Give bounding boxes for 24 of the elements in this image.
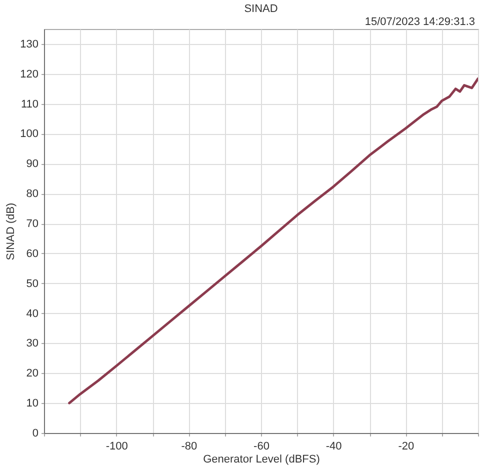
y-tick-label: 70 <box>26 218 38 230</box>
y-tick-label: 0 <box>32 428 38 440</box>
y-tick-label: 110 <box>20 98 38 110</box>
x-tick-label: -20 <box>398 440 414 452</box>
x-axis-title: Generator Level (dBFS) <box>203 454 320 466</box>
y-tick-label: 130 <box>20 38 38 50</box>
y-tick-label: 80 <box>26 188 38 200</box>
y-tick-label: 40 <box>26 308 38 320</box>
y-tick-label: 50 <box>26 278 38 290</box>
y-tick-label: 10 <box>26 398 38 410</box>
y-tick-label: 30 <box>26 338 38 350</box>
text: 15/07/2023 14:29:31.3 <box>364 16 475 28</box>
x-tick-label: -40 <box>326 440 342 452</box>
y-tick-label: 100 <box>20 128 38 140</box>
y-tick-label: 20 <box>26 368 38 380</box>
y-tick-label: 120 <box>20 68 38 80</box>
y-axis-title: SINAD (dB) <box>5 202 18 260</box>
x-tick-label: -100 <box>106 440 128 452</box>
y-tick-label: 90 <box>26 158 38 170</box>
line-series <box>68 77 478 404</box>
x-tick-label: -80 <box>181 440 198 452</box>
chart-title: SINAD <box>244 3 278 15</box>
y-tick-label: 60 <box>26 248 38 260</box>
x-tick-label: -60 <box>254 440 270 452</box>
